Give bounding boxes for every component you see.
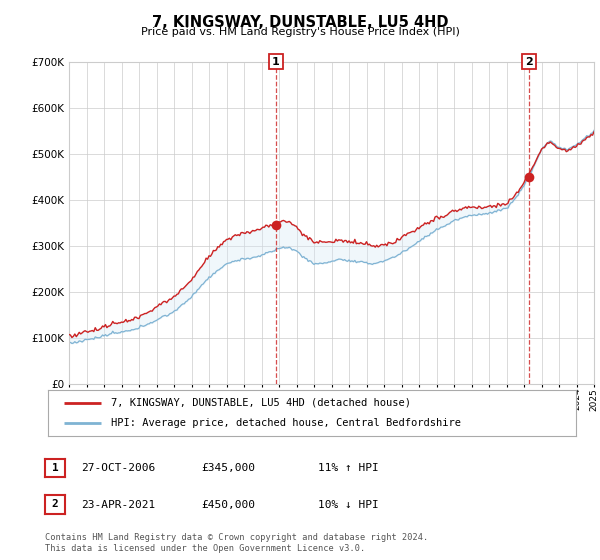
Text: Price paid vs. HM Land Registry's House Price Index (HPI): Price paid vs. HM Land Registry's House … xyxy=(140,27,460,37)
Text: 10% ↓ HPI: 10% ↓ HPI xyxy=(318,500,379,510)
Text: 27-OCT-2006: 27-OCT-2006 xyxy=(81,463,155,473)
Text: 7, KINGSWAY, DUNSTABLE, LU5 4HD (detached house): 7, KINGSWAY, DUNSTABLE, LU5 4HD (detache… xyxy=(112,398,412,408)
Text: £345,000: £345,000 xyxy=(201,463,255,473)
Text: 1: 1 xyxy=(52,463,58,473)
Text: £450,000: £450,000 xyxy=(201,500,255,510)
Text: 23-APR-2021: 23-APR-2021 xyxy=(81,500,155,510)
Text: HPI: Average price, detached house, Central Bedfordshire: HPI: Average price, detached house, Cent… xyxy=(112,418,461,428)
Text: 1: 1 xyxy=(272,57,280,67)
Text: Contains HM Land Registry data © Crown copyright and database right 2024.
This d: Contains HM Land Registry data © Crown c… xyxy=(45,533,428,553)
Text: 2: 2 xyxy=(52,500,58,509)
Text: 7, KINGSWAY, DUNSTABLE, LU5 4HD: 7, KINGSWAY, DUNSTABLE, LU5 4HD xyxy=(152,15,448,30)
Text: 11% ↑ HPI: 11% ↑ HPI xyxy=(318,463,379,473)
Text: 2: 2 xyxy=(525,57,533,67)
